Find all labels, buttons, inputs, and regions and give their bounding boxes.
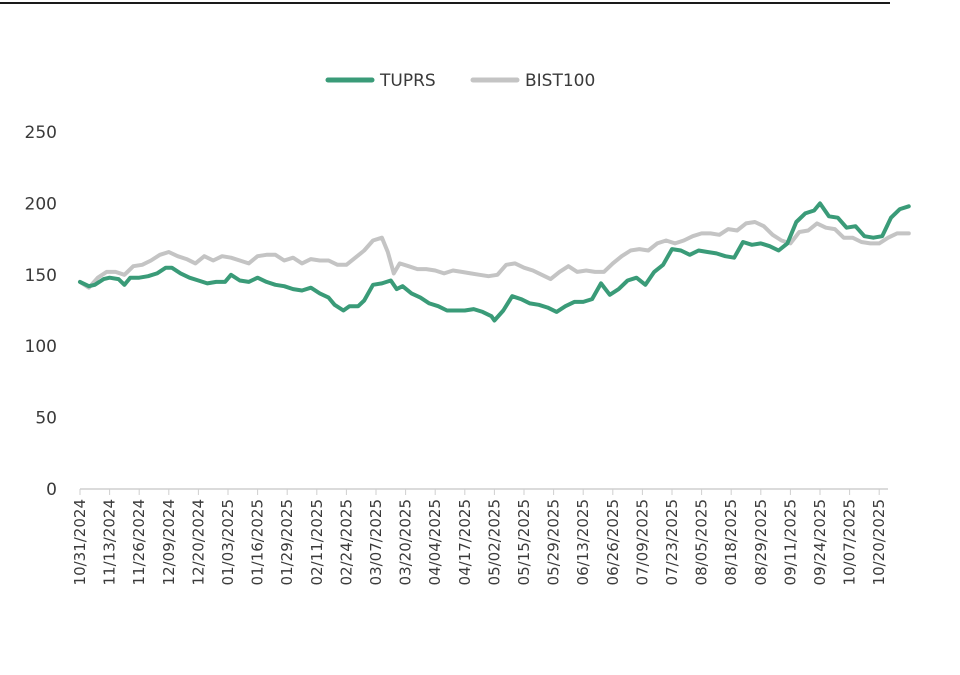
x-tick-label: 10/31/2024 (71, 499, 89, 585)
legend: TUPRS BIST100 (325, 71, 595, 91)
top-rule (0, 2, 890, 4)
x-tick-label: 06/26/2025 (604, 499, 622, 585)
y-tick-label: 250 (25, 123, 57, 143)
x-tick-label: 08/05/2025 (693, 499, 711, 585)
x-tick-label: 04/04/2025 (426, 499, 444, 585)
x-tick-label: 05/29/2025 (545, 499, 563, 585)
x-tick-label: 05/15/2025 (515, 499, 533, 585)
series-line-bist100 (78, 220, 911, 290)
x-tick-label: 08/29/2025 (752, 499, 770, 585)
x-tick-label: 12/09/2024 (160, 499, 178, 585)
x-tick-label: 09/11/2025 (781, 499, 799, 585)
x-tick-label: 01/03/2025 (219, 499, 237, 585)
y-tick-label: 200 (25, 194, 57, 214)
x-tick-label: 11/13/2024 (101, 499, 119, 585)
plot-area (78, 201, 911, 323)
x-tick-label: 12/20/2024 (189, 499, 207, 585)
x-tick-label: 01/29/2025 (278, 499, 296, 585)
x-tick-label: 09/24/2025 (811, 499, 829, 585)
y-tick-label: 150 (25, 266, 57, 286)
x-axis: 10/31/2024 11/13/2024 11/26/2024 12/09/2024… (71, 488, 888, 585)
x-tick-label: 07/23/2025 (663, 499, 681, 585)
x-tick-label: 10/07/2025 (841, 499, 859, 585)
series-line-tuprs (78, 201, 911, 323)
x-tick-label: 07/09/2025 (633, 499, 651, 585)
x-tick-label: 02/11/2025 (308, 499, 326, 585)
legend-label-bist100: BIST100 (525, 71, 595, 91)
x-tick-label: 08/18/2025 (722, 499, 740, 585)
x-tick-label: 03/07/2025 (367, 499, 385, 585)
x-tick-label: 01/16/2025 (249, 499, 267, 585)
x-tick-label: 02/24/2025 (337, 499, 355, 585)
y-tick-label: 0 (46, 480, 57, 500)
y-tick-label: 100 (25, 337, 57, 357)
y-axis: 0 50 100 150 200 250 (25, 123, 57, 500)
x-tick-label: 04/17/2025 (456, 499, 474, 585)
x-tick-label: 10/20/2025 (870, 499, 888, 585)
x-tick-label: 03/20/2025 (397, 499, 415, 585)
y-tick-label: 50 (35, 409, 57, 429)
legend-label-tuprs: TUPRS (379, 71, 436, 91)
x-tick-label: 05/02/2025 (485, 499, 503, 585)
x-tick-label: 11/26/2024 (130, 499, 148, 585)
x-tick-label: 06/13/2025 (574, 499, 592, 585)
